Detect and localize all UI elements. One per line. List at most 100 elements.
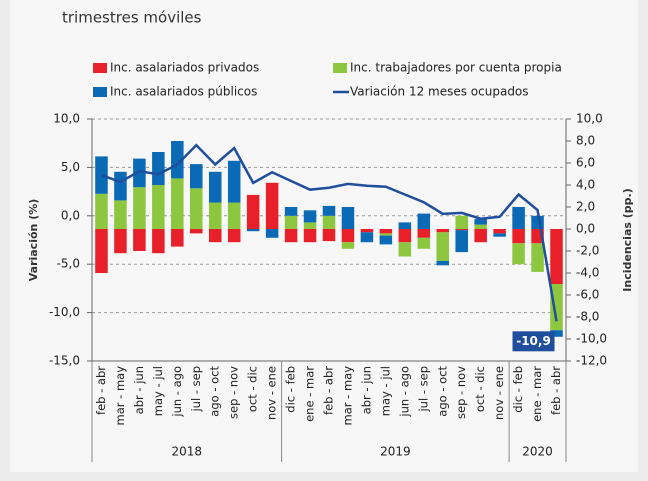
legend-label: Variación 12 meses ocupados bbox=[350, 85, 529, 99]
x-tick-label: ene - mar bbox=[303, 366, 317, 422]
x-tick-label: feb - abr bbox=[549, 366, 563, 415]
legend-label: Inc. asalariados públicos bbox=[110, 85, 257, 99]
bar bbox=[512, 229, 525, 244]
value-label-box bbox=[512, 331, 555, 352]
bar bbox=[190, 229, 203, 234]
bar bbox=[512, 207, 525, 229]
year-label: 2019 bbox=[380, 445, 411, 459]
bar bbox=[133, 187, 146, 229]
bar bbox=[379, 233, 393, 236]
bar bbox=[379, 229, 393, 234]
x-tick-label: jul - sep bbox=[416, 366, 430, 413]
bar bbox=[341, 229, 355, 243]
bar bbox=[190, 164, 203, 189]
bar bbox=[133, 158, 146, 188]
x-tick-label: jun - ago bbox=[170, 366, 184, 418]
year-label: 2020 bbox=[522, 445, 553, 459]
x-tick-label: jun - ago bbox=[397, 366, 411, 418]
bar bbox=[227, 160, 241, 203]
x-tick-label: oct - dic bbox=[246, 366, 260, 412]
bar bbox=[417, 229, 431, 238]
bar bbox=[265, 229, 279, 238]
bar bbox=[246, 194, 260, 229]
y-tick-label: 0,0 bbox=[61, 208, 80, 222]
bar bbox=[341, 242, 355, 249]
x-tick-label: nov - ene bbox=[265, 366, 279, 420]
x-tick-label: jul - sep bbox=[189, 366, 203, 413]
bar bbox=[284, 215, 298, 229]
y-tick-label: 5,0 bbox=[61, 160, 80, 174]
bar bbox=[360, 232, 374, 243]
y-tick-label: 10,0 bbox=[53, 112, 80, 126]
bar bbox=[95, 193, 108, 229]
y2-tick-label: -8,0 bbox=[576, 310, 599, 324]
bar bbox=[474, 224, 487, 229]
bar bbox=[114, 229, 127, 254]
bar bbox=[171, 141, 184, 179]
y2-tick-label: 0,0 bbox=[576, 222, 595, 236]
bar bbox=[246, 229, 260, 232]
bar bbox=[95, 156, 108, 194]
x-tick-label: mar - may bbox=[113, 366, 127, 426]
bar bbox=[436, 232, 450, 261]
bar bbox=[493, 229, 506, 234]
bar bbox=[550, 229, 563, 284]
y2-tick-label: 10,0 bbox=[576, 112, 603, 126]
bar bbox=[436, 229, 450, 233]
bar bbox=[303, 229, 317, 243]
y2-tick-label: 8,0 bbox=[576, 134, 595, 148]
bar bbox=[322, 215, 336, 229]
bar bbox=[474, 229, 487, 243]
bar bbox=[455, 215, 468, 229]
bar bbox=[208, 202, 222, 229]
y-tick-label: -10,0 bbox=[49, 305, 80, 319]
bar bbox=[550, 330, 563, 337]
y2-axis-label: Incidencias (pp.) bbox=[621, 188, 634, 291]
x-tick-label: dic - feb bbox=[511, 366, 525, 413]
x-tick-label: ago - oct bbox=[208, 366, 222, 417]
bar bbox=[303, 222, 317, 229]
x-tick-label: abr - jun bbox=[359, 366, 373, 414]
x-tick-label: feb - abr bbox=[322, 366, 336, 415]
line bbox=[101, 143, 558, 322]
bar bbox=[152, 229, 165, 254]
bar bbox=[171, 229, 184, 247]
bar bbox=[190, 188, 203, 229]
y2-tick-label: 2,0 bbox=[576, 200, 595, 214]
bar bbox=[227, 202, 241, 229]
bar bbox=[398, 222, 412, 229]
y2-tick-label: -6,0 bbox=[576, 288, 599, 302]
legend-swatch bbox=[333, 63, 347, 73]
bar bbox=[398, 229, 412, 243]
y-tick-label: -5,0 bbox=[57, 257, 80, 271]
x-tick-label: may - jul bbox=[151, 366, 165, 416]
x-tick-label: oct - dic bbox=[473, 366, 487, 412]
x-tick-label: may - jul bbox=[378, 366, 392, 416]
bar bbox=[133, 229, 146, 251]
legend-swatch bbox=[93, 63, 107, 73]
y2-tick-label: 4,0 bbox=[576, 178, 595, 192]
bar bbox=[322, 229, 336, 242]
bar bbox=[322, 205, 336, 216]
bar bbox=[379, 235, 393, 245]
bar bbox=[284, 207, 298, 216]
y2-tick-label: -2,0 bbox=[576, 244, 599, 258]
bar bbox=[474, 219, 487, 225]
x-tick-label: feb - abr bbox=[94, 366, 108, 415]
y2-tick-label: -4,0 bbox=[576, 266, 599, 280]
bar bbox=[265, 182, 279, 229]
bar bbox=[152, 185, 165, 229]
bar bbox=[398, 242, 412, 257]
bar bbox=[531, 243, 544, 272]
bar bbox=[436, 260, 450, 266]
bar bbox=[208, 229, 222, 243]
bar bbox=[114, 171, 127, 201]
x-tick-label: dic - feb bbox=[284, 366, 298, 413]
bar bbox=[284, 229, 298, 243]
bar bbox=[531, 215, 544, 229]
y2-tick-label: -10,0 bbox=[576, 332, 607, 346]
bar bbox=[360, 229, 374, 233]
value-label: -10,9 bbox=[516, 334, 551, 348]
bar bbox=[493, 233, 506, 237]
